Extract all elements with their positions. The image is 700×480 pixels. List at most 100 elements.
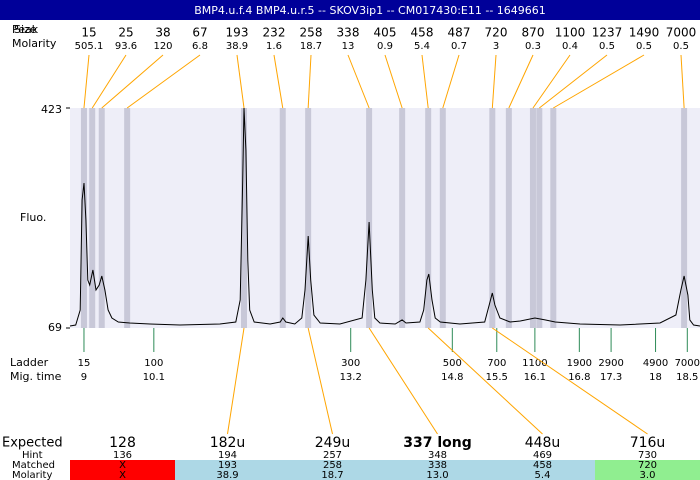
trace xyxy=(69,107,700,327)
peak-link xyxy=(539,54,608,109)
peak-molarity: 5.4 xyxy=(414,41,430,52)
matched: 258 xyxy=(323,460,342,471)
row-label: Expected xyxy=(2,436,63,451)
ladder-size: 700 xyxy=(487,358,506,369)
peak-link xyxy=(680,54,685,109)
ladder-size: 15 xyxy=(78,358,91,369)
ladder-size: 1100 xyxy=(522,358,547,369)
peak-size: 7000 xyxy=(666,26,697,40)
table-cell-bg xyxy=(280,460,385,480)
peak-molarity: 0.5 xyxy=(599,41,615,52)
hint: 257 xyxy=(323,450,342,461)
molarity-header: Molarity xyxy=(12,37,57,50)
ladder-time: 16.1 xyxy=(524,372,546,383)
peak-molarity: 1.6 xyxy=(266,41,282,52)
expected: 128 xyxy=(109,435,136,451)
peak-link xyxy=(307,54,312,109)
row-label: Hint xyxy=(22,450,43,461)
ladder-time: 13.2 xyxy=(340,372,362,383)
expected: 182u xyxy=(210,435,246,451)
molarity: 3.0 xyxy=(640,470,656,480)
row-label: Matched xyxy=(12,460,55,471)
ladder-size: 500 xyxy=(443,358,462,369)
peak-size: 193 xyxy=(226,26,249,40)
peak-size: 405 xyxy=(374,26,397,40)
peak-link xyxy=(236,54,245,109)
ladder-size: 4900 xyxy=(643,358,668,369)
peak-molarity: 13 xyxy=(342,41,355,52)
peak-molarity: 0.7 xyxy=(451,41,467,52)
peak-molarity: 6.8 xyxy=(192,41,208,52)
plot-area xyxy=(70,108,700,328)
ladder-time: 10.1 xyxy=(143,372,165,383)
hint: 194 xyxy=(218,450,237,461)
peak-link xyxy=(384,54,403,109)
peak-molarity: 3 xyxy=(493,41,499,52)
matched: 458 xyxy=(533,460,552,471)
peak-molarity: 93.6 xyxy=(115,41,137,52)
ladder-time: 9 xyxy=(81,372,87,383)
peak-size: 1100 xyxy=(555,26,586,40)
hint: 136 xyxy=(113,450,132,461)
peak-size: 232 xyxy=(263,26,286,40)
peak-size: 720 xyxy=(485,26,508,40)
peak-molarity: 0.9 xyxy=(377,41,393,52)
match-link xyxy=(492,327,648,435)
header-title: BMP4.u.f.4 BMP4.u.r.5 -- SKOV3ip1 -- CM0… xyxy=(194,4,546,17)
peak-band xyxy=(489,108,496,328)
peak-band xyxy=(439,108,446,328)
match-link xyxy=(307,327,333,435)
peak-link xyxy=(347,54,370,109)
matched: X xyxy=(119,460,126,471)
peak-size: 38 xyxy=(155,26,170,40)
peak-band xyxy=(399,108,406,328)
table-cell-bg xyxy=(490,460,595,480)
ladder-size: 300 xyxy=(341,358,360,369)
peak-band xyxy=(681,108,688,328)
table-cell-bg xyxy=(385,460,490,480)
hint: 730 xyxy=(638,450,657,461)
mig-time-label: Mig. time xyxy=(10,370,62,383)
peak-link xyxy=(508,54,534,109)
ladder-time: 17.3 xyxy=(600,372,622,383)
ladder-size: 100 xyxy=(144,358,163,369)
match-link xyxy=(427,327,543,435)
peak-molarity: 0.3 xyxy=(525,41,541,52)
peak-band xyxy=(98,108,105,328)
peak-molarity: 505.1 xyxy=(75,41,104,52)
matched: 720 xyxy=(638,460,657,471)
peak-size: 67 xyxy=(192,26,207,40)
match-link xyxy=(227,327,245,435)
ladder-time: 18.5 xyxy=(676,372,698,383)
molarity: 18.7 xyxy=(321,470,343,480)
molarity: 38.9 xyxy=(216,470,238,480)
matched: 338 xyxy=(428,460,447,471)
peak-band xyxy=(89,108,96,328)
peak-header: Peak xyxy=(12,23,39,36)
header-bar xyxy=(0,0,700,20)
ladder-time: 15.5 xyxy=(486,372,508,383)
peak-molarity: 0.5 xyxy=(673,41,689,52)
table-cell-bg xyxy=(175,460,280,480)
expected: 448u xyxy=(525,435,561,451)
peak-molarity: 38.9 xyxy=(226,41,248,52)
row-label: Molarity xyxy=(12,470,52,480)
peak-molarity: 0.4 xyxy=(562,41,578,52)
expected: 249u xyxy=(315,435,351,451)
peak-size: 1237 xyxy=(592,26,623,40)
ladder-time: 14.8 xyxy=(441,372,463,383)
peak-band xyxy=(529,108,536,328)
peak-size: 15 xyxy=(81,26,96,40)
peak-link xyxy=(532,54,571,109)
peak-band xyxy=(305,108,312,328)
peak-link xyxy=(126,54,201,109)
peak-link xyxy=(91,54,127,109)
peak-size: 458 xyxy=(411,26,434,40)
peak-size: 870 xyxy=(522,26,545,40)
peak-band xyxy=(425,108,432,328)
peak-band xyxy=(505,108,512,328)
table-cell-bg xyxy=(595,460,700,480)
peak-band xyxy=(550,108,557,328)
peak-band xyxy=(241,108,248,328)
